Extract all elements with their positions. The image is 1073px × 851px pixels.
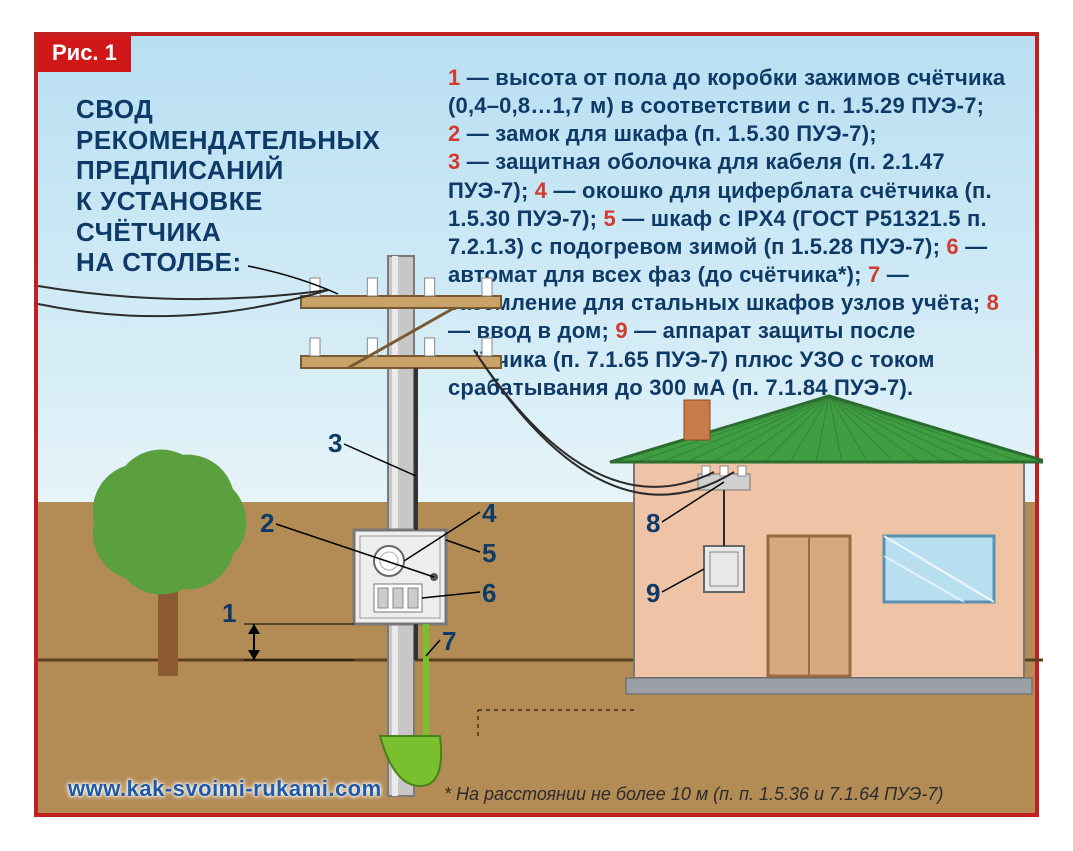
- callout-7: 7: [442, 626, 456, 657]
- watermark: www.kak-svoimi-rukami.com: [68, 776, 382, 802]
- callout-6: 6: [482, 578, 496, 609]
- callout-9: 9: [646, 578, 660, 609]
- callout-1: 1: [222, 598, 236, 629]
- callout-8: 8: [646, 508, 660, 539]
- footnote: * На расстоянии не более 10 м (п. п. 1.5…: [444, 784, 943, 805]
- callout-3: 3: [328, 428, 342, 459]
- diagram-frame: Рис. 1 СВОДРЕКОМЕНДАТЕЛЬНЫХПРЕДПИСАНИЙК …: [34, 32, 1039, 817]
- callout-2: 2: [260, 508, 274, 539]
- callout-4: 4: [482, 498, 496, 529]
- scene-svg: [38, 36, 1043, 821]
- callout-5: 5: [482, 538, 496, 569]
